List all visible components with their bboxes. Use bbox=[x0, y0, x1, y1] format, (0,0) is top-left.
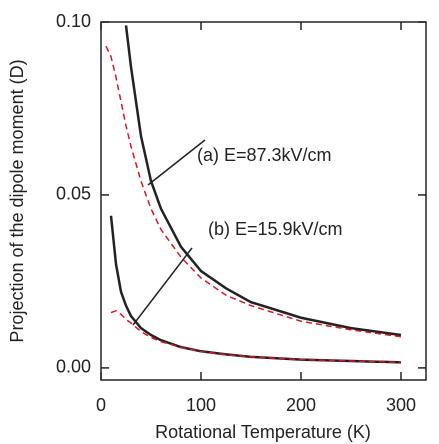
plot-frame bbox=[100, 21, 427, 381]
y-tick-label: 0.00 bbox=[56, 357, 91, 377]
annotation: (a) E=87.3kV/cm bbox=[197, 145, 332, 165]
annotation: (b) E=15.9kV/cm bbox=[208, 219, 343, 239]
x-tick-label: 300 bbox=[386, 395, 416, 415]
y-tick-label: 0.05 bbox=[56, 184, 91, 204]
data-line bbox=[110, 309, 402, 364]
annotation-leader bbox=[147, 139, 206, 186]
y-tick-label: 0.10 bbox=[56, 11, 91, 31]
annotation-leader bbox=[132, 247, 193, 326]
x-tick-label: 0 bbox=[96, 395, 106, 415]
x-tick-label: 100 bbox=[186, 395, 216, 415]
data-line bbox=[124, 25, 402, 337]
x-tick-label: 200 bbox=[286, 395, 316, 415]
data-line bbox=[105, 45, 402, 338]
x-axis-label: Rotational Temperature (K) bbox=[155, 422, 371, 442]
y-axis-label: Projection of the dipole moment (D) bbox=[7, 59, 27, 342]
